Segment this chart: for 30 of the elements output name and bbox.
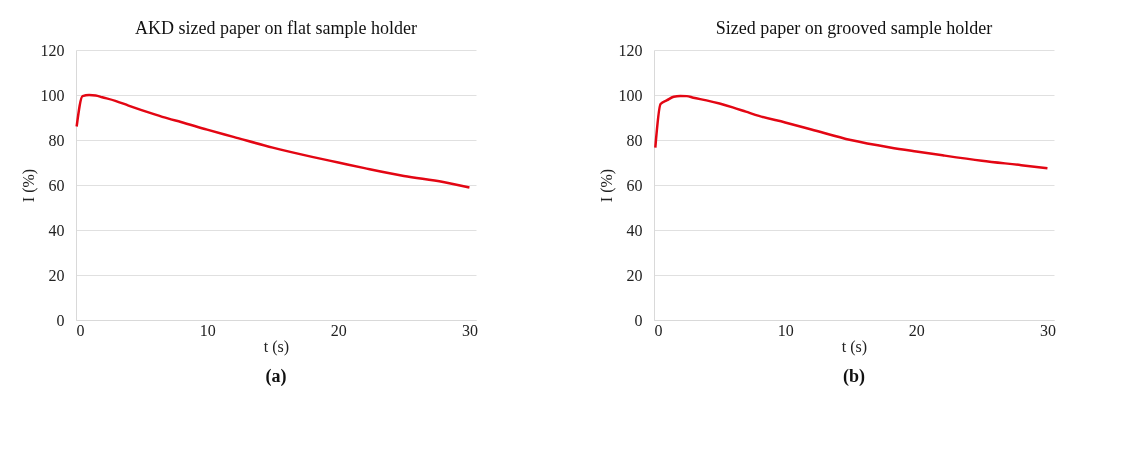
y-tick-label: 20 [48,266,65,284]
x-tick-label: 10 [199,321,216,339]
y-tick-label: 120 [618,41,643,59]
line-series [75,93,471,189]
y-axis-title: I (%) [19,168,38,203]
x-axis-title: t (s) [263,337,290,356]
y-tick-label: 120 [40,41,65,59]
y-tick-label: 60 [626,176,643,194]
x-axis-title: t (s) [841,337,868,356]
x-tick-label: 0 [76,321,85,339]
y-axis-title: I (%) [597,168,616,203]
y-tick-label: 100 [618,86,643,104]
text: (b) [843,366,865,387]
x-tick-label: 0 [654,321,663,339]
y-tick-label: 80 [48,131,65,149]
x-tick-label: 20 [908,321,925,339]
text: (a) [265,366,287,387]
y-tick-label: 40 [48,221,65,239]
x-tick-label: 10 [777,321,794,339]
y-tick-label: 100 [40,86,65,104]
line-series [654,94,1049,170]
x-tick-label: 30 [461,321,478,339]
x-tick-label: 20 [330,321,347,339]
y-tick-label: 80 [626,131,643,149]
chart-title: AKD sized paper on flat sample holder [135,18,417,38]
y-tick-label: 40 [626,221,643,239]
x-tick-label: 30 [1039,321,1056,339]
y-tick-label: 60 [48,176,65,194]
y-tick-label: 20 [626,266,643,284]
chart-title: Sized paper on grooved sample holder [715,18,993,38]
